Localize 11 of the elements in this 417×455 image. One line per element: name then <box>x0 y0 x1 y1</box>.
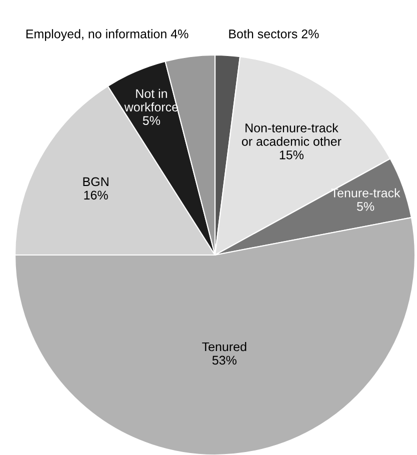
data-label: 16% <box>84 190 108 200</box>
slice-label: Employed, no information 4% <box>26 29 188 41</box>
data-label: 15% <box>280 150 304 160</box>
slice-label: Tenure-track <box>331 188 400 198</box>
data-label: 5% <box>357 202 374 211</box>
slice-label: Non-tenure-track or academic other <box>242 123 342 146</box>
slice-label: BGN <box>83 177 108 186</box>
slice-label: Tenured <box>202 342 246 352</box>
data-label: 5% <box>142 116 160 125</box>
data-label: 53% <box>212 356 236 365</box>
slice-label: Both sectors 2% <box>229 29 319 38</box>
